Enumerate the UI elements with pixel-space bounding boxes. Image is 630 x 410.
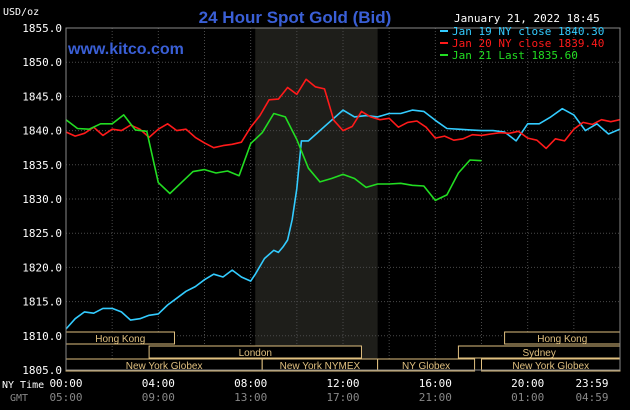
y-axis-ticks: 1855.0 1850.0 1845.0 1840.0 1835.0 1830.0 1825… xyxy=(22,22,62,377)
y-tick-label: 1850.0 xyxy=(22,56,62,69)
x-label-ny: NY Time xyxy=(2,380,44,391)
x-tick-label-gmt: 21:00 xyxy=(419,391,452,404)
session-label: New York Globex xyxy=(512,361,589,372)
x-tick-label-ny: 00:00 xyxy=(49,377,82,390)
chart-title: 24 Hour Spot Gold (Bid) xyxy=(199,8,392,27)
y-tick-label: 1835.0 xyxy=(22,159,62,172)
y-tick-label: 1855.0 xyxy=(22,22,62,35)
series-line-1 xyxy=(65,78,620,150)
timestamp: January 21, 2022 18:45 xyxy=(454,12,600,25)
x-tick-label-ny: 16:00 xyxy=(419,377,452,390)
y-unit-label: USD/oz xyxy=(3,7,39,18)
y-tick-label: 1840.0 xyxy=(22,125,62,138)
plot-frame xyxy=(65,27,621,371)
y-tick-label: 1845.0 xyxy=(22,90,62,103)
y-tick-label: 1805.0 xyxy=(22,364,62,377)
x-tick-label-gmt: 17:00 xyxy=(326,391,359,404)
legend-entry: Jan 19 NY close 1840.30 xyxy=(452,25,604,38)
session-label: London xyxy=(239,348,272,359)
series-line-2 xyxy=(65,112,482,202)
x-tick-label-ny: 04:00 xyxy=(142,377,175,390)
y-tick-label: 1820.0 xyxy=(22,261,62,274)
x-tick-label-ny: 20:00 xyxy=(511,377,544,390)
series-line-0 xyxy=(65,107,621,330)
x-tick-label-ny: 08:00 xyxy=(234,377,267,390)
y-tick-label: 1815.0 xyxy=(22,296,62,309)
trading-sessions: Hong Kong London New York Globex New York N… xyxy=(65,331,621,372)
series-lines xyxy=(65,78,621,330)
x-tick-label-gmt: 04:59 xyxy=(575,391,608,404)
session-label: NY Globex xyxy=(402,361,450,372)
x-tick-label-gmt: 05:00 xyxy=(49,391,82,404)
session-label: New York Globex xyxy=(126,361,203,372)
session-label: Hong Kong xyxy=(537,334,587,345)
session-box xyxy=(377,358,476,372)
x-tick-label-gmt: 13:00 xyxy=(234,391,267,404)
x-tick-label-gmt: 09:00 xyxy=(142,391,175,404)
y-tick-label: 1830.0 xyxy=(22,193,62,206)
x-tick-label-ny: 12:00 xyxy=(326,377,359,390)
x-tick-label-ny: 23:59 xyxy=(575,377,608,390)
y-tick-label: 1825.0 xyxy=(22,227,62,240)
website-link[interactable]: www.kitco.com xyxy=(67,41,184,58)
x-label-gmt: GMT xyxy=(10,393,28,404)
y-tick-label: 1810.0 xyxy=(22,330,62,343)
legend-entry: Jan 21 Last 1835.60 xyxy=(452,49,578,62)
session-box xyxy=(148,345,362,359)
session-label: New York NYMEX xyxy=(280,361,361,372)
session-label: Hong Kong xyxy=(95,334,145,345)
session-label: Sydney xyxy=(523,348,556,359)
legend-entry: Jan 20 NY close 1839.40 xyxy=(452,37,604,50)
x-tick-label-gmt: 01:00 xyxy=(511,391,544,404)
